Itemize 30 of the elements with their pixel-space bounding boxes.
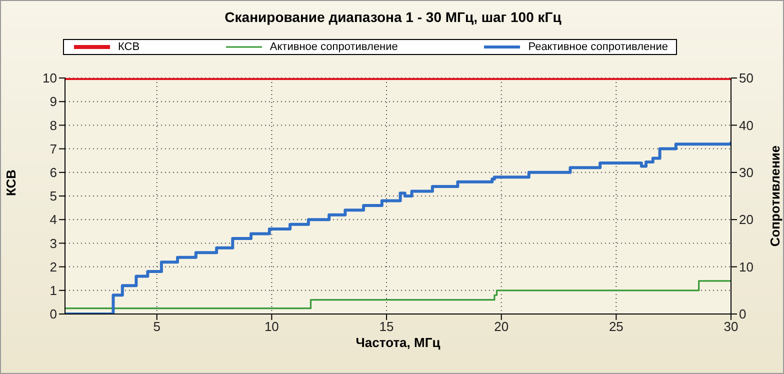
x-tick-label: 30 — [724, 319, 738, 334]
y-tick-label: 10 — [42, 70, 57, 86]
y-tick-label: 7 — [50, 141, 57, 156]
y-axis-title: КСВ — [4, 169, 19, 196]
legend-label: Активное сопротивление — [268, 41, 398, 53]
x-tick-label: 5 — [153, 319, 160, 334]
legend-label: КСВ — [117, 41, 140, 53]
y-tick-label: 2 — [50, 259, 57, 274]
y-tick-label: 3 — [50, 236, 57, 251]
chart-title: Сканирование диапазона 1 - 30 МГц, шаг 100 кГц — [224, 9, 562, 25]
y-tick-label: 5 — [50, 188, 57, 204]
y-tick-label: 0 — [50, 306, 57, 322]
y-tick-label: 4 — [50, 212, 57, 228]
x-tick-label: 10 — [264, 319, 279, 334]
x-tick-label: 15 — [379, 319, 394, 334]
y2-tick-label: 10 — [739, 259, 754, 274]
y2-tick-label: 0 — [739, 306, 746, 322]
y2-tick-label: 40 — [739, 118, 754, 133]
y2-tick-label: 30 — [739, 165, 754, 180]
legend-label: Реактивное сопротивление — [527, 41, 668, 53]
x-tick-label: 20 — [494, 319, 509, 334]
y-tick-label: 9 — [50, 94, 57, 110]
y-tick-label: 6 — [50, 165, 57, 180]
y2-axis-title: Сопротивление — [768, 145, 783, 247]
x-axis-title: Частота, МГц — [356, 335, 440, 350]
y2-tick-label: 50 — [739, 70, 754, 86]
y-tick-label: 1 — [50, 283, 57, 298]
x-tick-label: 25 — [608, 319, 624, 334]
y2-tick-label: 20 — [739, 212, 754, 228]
y-tick-label: 8 — [50, 118, 57, 133]
